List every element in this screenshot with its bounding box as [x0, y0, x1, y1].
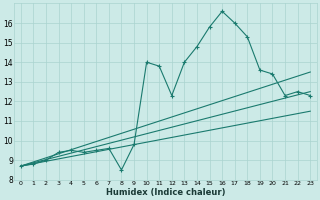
- X-axis label: Humidex (Indice chaleur): Humidex (Indice chaleur): [106, 188, 225, 197]
